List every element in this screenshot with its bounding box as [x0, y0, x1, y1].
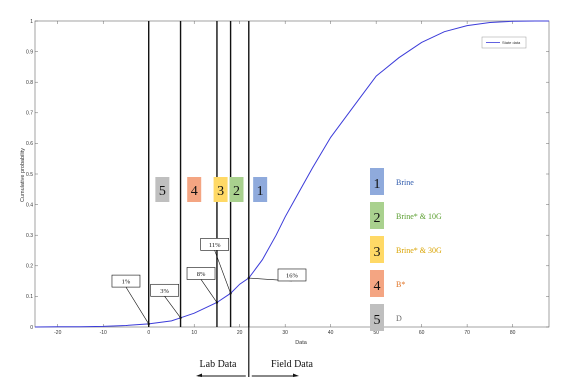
callout-label: 3% — [160, 288, 169, 295]
callout-leader — [164, 296, 181, 318]
callout-label: 8% — [197, 271, 206, 278]
x-tick-label: 80 — [510, 330, 516, 336]
y-tick-label: 0 — [30, 325, 33, 331]
lab-data-label: Lab Data — [200, 359, 237, 370]
axes: -20 -10 0 10 20 30 40 50 60 70 80 0 0.1 0.2 0.3 0.4 0.5 0… — [26, 19, 550, 336]
x-tick-label: -10 — [100, 330, 107, 336]
callout-label: 11% — [209, 242, 221, 249]
lab-field-labels — [196, 373, 299, 377]
field-data-label: Field Data — [271, 359, 313, 370]
callout-point — [147, 322, 150, 326]
series-curve — [34, 20, 549, 328]
legend-label: Brine — [396, 178, 414, 187]
marker-box — [213, 177, 228, 202]
marker-box — [187, 177, 202, 202]
series-legend: State data — [481, 36, 527, 49]
sample-legend: 1 Brine 2 Brine* & 10G 3 Brine* & 30G 4 B* 5 D — [370, 168, 442, 331]
callout-box — [277, 268, 307, 282]
callout-point — [229, 292, 232, 295]
marker-box — [229, 177, 244, 202]
marker-label: 4 — [191, 184, 198, 199]
callout-box — [111, 274, 141, 288]
callout-leader — [200, 279, 218, 303]
legend-label: B* — [396, 280, 405, 289]
marker-label: 5 — [159, 184, 166, 199]
legend-number: 4 — [374, 279, 381, 294]
y-tick-label: 0.4 — [26, 202, 33, 208]
x-tick-label: 50 — [373, 330, 379, 336]
callout-box — [186, 267, 216, 280]
x-axis-label: Data — [295, 340, 308, 346]
legend-swatch — [370, 236, 384, 263]
y-tick-label: 0.8 — [26, 80, 33, 86]
marker-box — [155, 177, 170, 202]
lab-arrowhead — [196, 373, 202, 377]
y-tick-label: 1 — [30, 19, 33, 25]
x-tick-label: 30 — [282, 330, 288, 336]
callout-point — [215, 301, 219, 304]
x-tick-label: 20 — [237, 330, 243, 336]
legend-label: Brine* & 30G — [396, 246, 442, 255]
y-tick-label: 0.5 — [26, 172, 33, 178]
y-tick-label: 0.6 — [26, 141, 33, 147]
legend-swatch — [370, 168, 384, 195]
marker-label: 1 — [257, 184, 264, 199]
callout-leader — [125, 286, 149, 325]
marker-box — [253, 177, 268, 202]
legend-number: 1 — [374, 177, 381, 192]
x-tick-label: 40 — [328, 330, 334, 336]
marker-label: 3 — [217, 184, 224, 199]
legend-label: D — [396, 314, 402, 323]
legend-label: Brine* & 10G — [396, 212, 442, 221]
series-legend-label: State data — [502, 40, 521, 45]
callout-point — [179, 316, 182, 320]
field-arrowhead — [293, 373, 299, 377]
legend-swatch — [370, 202, 384, 229]
callout-box — [200, 238, 229, 251]
legend-number: 3 — [374, 245, 381, 260]
x-tick-label: 0 — [147, 330, 150, 336]
x-tick-label: 70 — [464, 330, 470, 336]
callout-point — [247, 276, 250, 280]
callout-box — [150, 283, 179, 297]
series-line — [34, 20, 549, 328]
y-tick-label: 0.3 — [26, 233, 33, 239]
x-tick-label: -20 — [54, 330, 61, 336]
legend-number: 5 — [374, 313, 381, 328]
y-axis-label: Cumulative probability — [20, 148, 26, 202]
callout-label: 1% — [122, 279, 131, 286]
series-legend-box — [481, 36, 527, 49]
marker-label: 2 — [233, 184, 240, 199]
legend-swatch — [370, 304, 384, 331]
callout-leader — [214, 250, 231, 294]
y-tick-label: 0.9 — [26, 49, 33, 55]
callouts: 1% 3% 8% 11% 16% — [111, 238, 307, 326]
x-tick-label: 10 — [191, 330, 197, 336]
legend-number: 2 — [374, 211, 381, 226]
y-tick-label: 0.1 — [26, 294, 33, 300]
callout-label: 16% — [286, 272, 299, 279]
y-tick-label: 0.2 — [26, 264, 33, 270]
x-tick-label: 60 — [419, 330, 425, 336]
legend-swatch — [370, 270, 384, 297]
y-tick-label: 0.7 — [26, 111, 33, 117]
